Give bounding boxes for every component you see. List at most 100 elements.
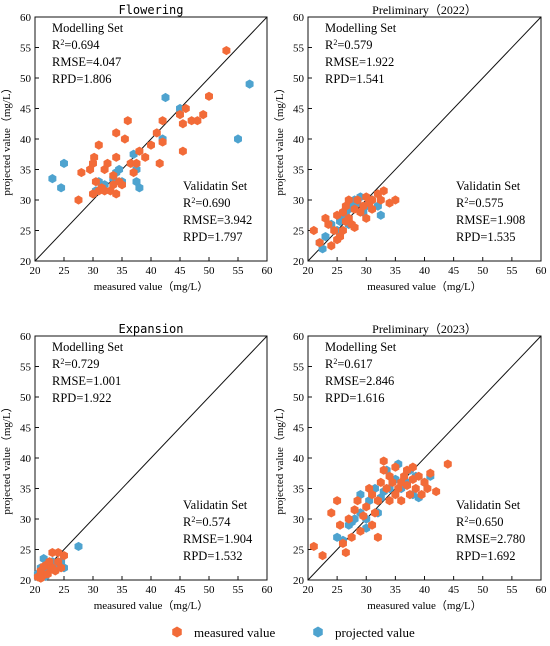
y-tick-label: 25 — [20, 226, 32, 238]
projected-point — [74, 541, 83, 552]
modelling-r2: R2=0.729 — [52, 357, 100, 372]
x-tick-label: 60 — [536, 265, 548, 277]
x-tick-label: 30 — [361, 265, 373, 277]
measured-point — [178, 146, 187, 156]
x-tick-label: 20 — [30, 584, 42, 596]
x-tick-label: 50 — [477, 265, 489, 277]
projected-point — [321, 232, 330, 242]
modelling-heading: Modelling Set — [52, 21, 124, 35]
validation-r2: R2=0.650 — [456, 515, 504, 530]
y-tick-label: 30 — [20, 195, 32, 207]
scatter-panel-4: 20 25 30 35 40 45 50 55 60 20 25 30 35 40 45 50 55 60 meas… — [273, 322, 547, 612]
validation-rmse: RMSE=1.908 — [456, 213, 525, 227]
measured-point — [373, 532, 382, 542]
measured-point — [385, 496, 394, 506]
legend: measured value projected value — [172, 625, 415, 640]
x-tick-label: 35 — [390, 265, 402, 277]
x-tick-label: 25 — [332, 584, 344, 596]
measured-point — [403, 480, 412, 491]
modelling-rpd: RPD=1.922 — [52, 391, 112, 405]
panel-title: Expansion — [118, 322, 183, 336]
measured-point — [362, 502, 371, 512]
validation-heading: Validatin Set — [183, 498, 248, 512]
measured-point — [382, 483, 391, 494]
x-tick-label: 30 — [88, 584, 100, 596]
measured-point — [123, 116, 132, 126]
one-to-one-line — [34, 335, 268, 581]
measured-point — [141, 152, 150, 162]
measured-point — [199, 110, 208, 120]
modelling-heading: Modelling Set — [325, 21, 397, 35]
validation-rmse: RMSE=3.942 — [183, 213, 252, 227]
measured-point — [120, 134, 129, 144]
measured-point — [39, 561, 48, 572]
x-tick-label: 60 — [262, 265, 274, 277]
measured-point — [318, 551, 327, 561]
validation-rpd: RPD=1.532 — [183, 549, 243, 563]
y-tick-label: 45 — [293, 423, 305, 435]
measured-point — [338, 538, 347, 548]
measured-point — [222, 45, 231, 56]
x-tick-label: 35 — [390, 584, 402, 596]
measured-point — [135, 146, 144, 156]
measured-point — [112, 152, 121, 162]
x-axis-label: measured value（mg/L） — [367, 280, 482, 293]
measured-point — [353, 195, 362, 205]
measured-point — [158, 116, 167, 126]
measured-point — [315, 238, 324, 248]
x-tick-label: 45 — [175, 584, 187, 596]
measured-point — [347, 532, 356, 542]
y-tick-label: 30 — [20, 514, 32, 526]
measured-point — [330, 225, 339, 236]
y-tick-label: 40 — [293, 453, 305, 465]
x-tick-label: 55 — [233, 265, 245, 277]
y-tick-label: 35 — [293, 484, 305, 496]
y-tick-label: 30 — [293, 195, 305, 207]
measured-point — [132, 158, 141, 168]
x-tick-label: 50 — [204, 584, 216, 596]
validation-heading: Validatin Set — [456, 179, 521, 193]
measured-point — [391, 195, 400, 205]
measured-point — [36, 573, 45, 583]
measured-point — [426, 468, 435, 478]
measured-point — [414, 471, 423, 481]
validation-rpd: RPD=1.535 — [456, 230, 516, 244]
measured-point — [181, 103, 190, 114]
y-tick-label: 60 — [20, 331, 32, 343]
measured-point — [341, 547, 350, 558]
x-tick-label: 40 — [146, 584, 158, 596]
y-tick-label: 45 — [20, 104, 32, 116]
y-tick-label: 25 — [293, 545, 305, 557]
validation-r2: R2=0.690 — [183, 196, 231, 211]
measured-point — [333, 496, 342, 506]
measured-point — [152, 128, 161, 138]
x-tick-label: 30 — [361, 584, 373, 596]
y-tick-label: 45 — [293, 104, 305, 116]
measured-point — [112, 128, 121, 138]
y-tick-label: 60 — [20, 12, 32, 24]
measured-point — [327, 241, 336, 251]
measured-point — [129, 167, 138, 178]
x-tick-label: 45 — [448, 584, 460, 596]
measured-point — [373, 496, 382, 506]
y-tick-label: 50 — [293, 392, 305, 404]
projected-point — [135, 183, 144, 193]
y-axis-label: projected value（mg/L） — [273, 82, 286, 195]
x-tick-label: 45 — [175, 265, 187, 277]
measured-point — [338, 225, 347, 236]
y-tick-label: 20 — [293, 256, 305, 268]
measured-point — [344, 195, 353, 205]
measured-point — [423, 483, 432, 494]
projected-point — [115, 164, 124, 175]
measured-point — [109, 171, 118, 181]
measured-point — [379, 456, 388, 466]
measured-point — [391, 462, 400, 472]
validation-heading: Validatin Set — [456, 498, 521, 512]
projected-point — [48, 174, 57, 184]
x-tick-label: 55 — [233, 584, 245, 596]
y-tick-label: 20 — [20, 256, 32, 268]
x-tick-label: 30 — [88, 265, 100, 277]
measured-point — [91, 177, 100, 187]
measured-point — [57, 563, 66, 573]
y-tick-label: 60 — [293, 331, 305, 343]
